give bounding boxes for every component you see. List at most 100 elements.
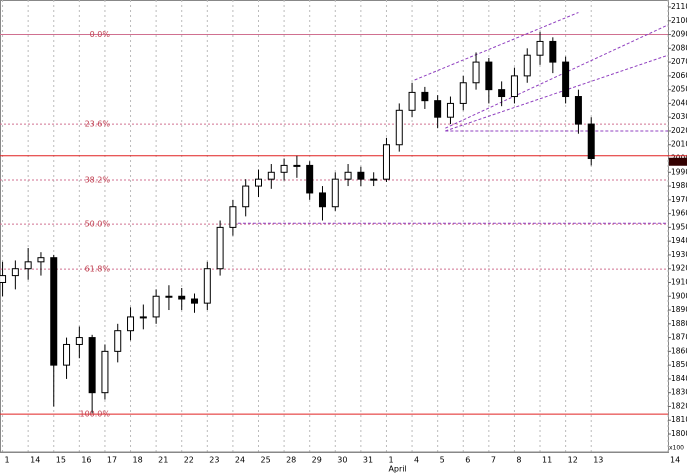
candle-body	[267, 171, 275, 180]
y-tick-label: 1890	[671, 305, 687, 314]
fib-label: 23.6%	[85, 120, 111, 129]
candle-body	[318, 192, 326, 208]
y-tick-label: 1850	[671, 360, 687, 369]
candle-body	[370, 178, 378, 181]
candle-body	[408, 91, 416, 111]
fib-label: 0.0%	[90, 30, 111, 39]
fib-label: 100.0%	[79, 410, 110, 419]
x-tick-label: 21	[158, 456, 168, 465]
x-tick-label: 11	[542, 456, 552, 465]
candle-body	[216, 226, 224, 270]
candle-body	[139, 316, 147, 319]
candle-body	[280, 164, 288, 173]
x-tick-label: 24	[235, 456, 245, 465]
candle-body	[434, 100, 442, 118]
price-marker	[669, 157, 687, 166]
x-tick-label: 4	[414, 456, 419, 465]
y-tick-label: 1950	[671, 222, 687, 231]
candle-body	[24, 261, 32, 270]
candle-body	[114, 330, 122, 352]
y-tick-label: 2050	[671, 85, 687, 94]
y-tick-label: 1810	[671, 415, 687, 424]
y-tick-label: 1820	[671, 401, 687, 410]
candle-body	[574, 96, 582, 125]
candle-body	[587, 123, 595, 160]
candle-body	[152, 295, 160, 318]
x-tick-label: 12	[568, 456, 578, 465]
x-tick-label: 31	[363, 456, 373, 465]
candle-body	[165, 295, 173, 298]
candle-body	[523, 54, 531, 77]
candle-body	[536, 40, 544, 56]
candle-body	[50, 257, 58, 366]
y-tick-label: 1970	[671, 195, 687, 204]
candle-body	[191, 298, 199, 304]
candle-body	[254, 178, 262, 187]
candle-body	[63, 343, 71, 366]
candle-body	[562, 61, 570, 98]
y-tick-label: 1840	[671, 374, 687, 383]
trendline	[445, 54, 669, 132]
y-tick-label: 1800	[671, 429, 687, 438]
y-axis-unit: x100	[669, 445, 684, 452]
y-tick-label: 1910	[671, 277, 687, 286]
candle-body	[357, 171, 365, 180]
x-tick-label: 25	[260, 456, 270, 465]
x-tick-label: 8	[516, 456, 521, 465]
candle-body	[472, 61, 480, 84]
x-tick-label: 14	[30, 456, 40, 465]
x-tick-label: 7	[491, 456, 496, 465]
y-tick-label: 2090	[671, 30, 687, 39]
candle-body	[459, 82, 467, 104]
candle-body	[178, 295, 186, 300]
x-tick-label: 22	[184, 456, 194, 465]
y-tick-label: 1900	[671, 291, 687, 300]
candle-body	[421, 91, 429, 102]
x-tick-label: 5	[440, 456, 445, 465]
x-tick-label: 16	[81, 456, 91, 465]
y-tick-label: 1980	[671, 181, 687, 190]
x-tick-label: 18	[133, 456, 143, 465]
candle-body	[203, 268, 211, 304]
y-tick-label: 2100	[671, 16, 687, 25]
candle-body	[510, 75, 518, 98]
candle-body	[306, 164, 314, 194]
candle-body	[229, 206, 237, 228]
x-tick-label: 1	[5, 456, 10, 465]
candle-body	[101, 350, 109, 394]
candle-body	[11, 268, 19, 277]
y-tick-label: 2080	[671, 43, 687, 52]
candle-body	[498, 89, 506, 98]
candle-body	[37, 257, 45, 263]
candle-body	[395, 109, 403, 146]
trendline	[445, 24, 669, 129]
y-tick-label: 2010	[671, 140, 687, 149]
y-tick-label: 1990	[671, 167, 687, 176]
month-label: April	[388, 465, 406, 474]
candle-body	[127, 316, 135, 332]
y-tick-label: 1860	[671, 346, 687, 355]
candle-body	[549, 40, 557, 63]
y-tick-label: 2110	[671, 2, 687, 11]
y-tick-label: 1940	[671, 236, 687, 245]
x-tick-label: 29	[312, 456, 322, 465]
candle-body	[75, 337, 83, 345]
candle-body	[242, 185, 250, 208]
y-tick-label: 1870	[671, 333, 687, 342]
y-tick-label: 2030	[671, 112, 687, 121]
candle-body	[382, 144, 390, 180]
y-tick-label: 2060	[671, 71, 687, 80]
x-tick-label: 30	[337, 456, 347, 465]
x-tick-label: 15	[56, 456, 66, 465]
x-tick-label: 13	[593, 456, 603, 465]
fib-label: 50.0%	[85, 220, 111, 229]
x-tick-label: 28	[286, 456, 296, 465]
y-tick-label: 1880	[671, 319, 687, 328]
fib-label: 61.8%	[85, 265, 111, 274]
candle-body	[344, 171, 352, 180]
trendline	[414, 12, 579, 81]
y-tick-label: 1920	[671, 264, 687, 273]
candle-body	[485, 61, 493, 91]
candle-body	[293, 164, 301, 167]
